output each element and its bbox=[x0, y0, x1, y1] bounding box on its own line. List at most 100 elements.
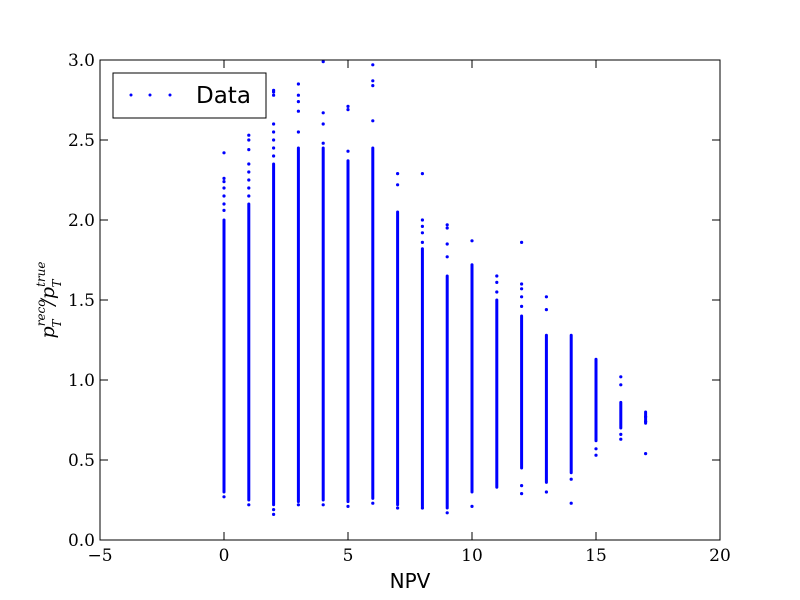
data-point bbox=[420, 231, 424, 235]
data-point bbox=[520, 492, 524, 496]
data-point bbox=[420, 218, 424, 222]
data-point bbox=[594, 447, 598, 451]
data-point bbox=[544, 490, 549, 494]
y-label-sup1: reco bbox=[34, 300, 48, 327]
legend-marker-dot bbox=[148, 93, 152, 97]
data-point bbox=[569, 477, 573, 481]
data-point bbox=[247, 170, 251, 174]
legend-marker bbox=[129, 93, 172, 97]
data-point bbox=[222, 151, 226, 155]
data-point bbox=[470, 504, 474, 508]
data-point bbox=[396, 183, 400, 187]
data-point bbox=[321, 141, 325, 145]
data-point bbox=[619, 375, 623, 379]
y-label-sub1: T bbox=[50, 319, 64, 328]
data-point bbox=[520, 240, 524, 244]
y-label-sup2: true bbox=[34, 262, 48, 287]
data-point bbox=[247, 133, 251, 137]
data-point bbox=[420, 224, 424, 228]
data-point bbox=[296, 82, 300, 86]
data-point bbox=[296, 93, 300, 97]
x-tick-label: 20 bbox=[709, 546, 731, 566]
y-tick-label: 0.0 bbox=[68, 531, 95, 551]
data-point bbox=[420, 172, 424, 176]
data-point bbox=[371, 119, 375, 123]
data-point bbox=[222, 495, 226, 499]
data-point bbox=[445, 511, 449, 515]
data-point bbox=[544, 308, 549, 312]
legend-marker-dot bbox=[168, 93, 172, 97]
data-point bbox=[321, 111, 325, 115]
data-point bbox=[520, 287, 524, 291]
y-tick-label: 2.0 bbox=[68, 211, 95, 231]
data-point bbox=[371, 63, 375, 67]
x-tick-label: 5 bbox=[343, 546, 354, 566]
y-label-p1: p bbox=[37, 326, 59, 338]
data-point bbox=[520, 304, 524, 308]
y-tick-label: 2.5 bbox=[68, 131, 95, 151]
data-point bbox=[247, 194, 251, 198]
data-point bbox=[619, 437, 623, 441]
data-point bbox=[346, 504, 350, 508]
data-point bbox=[296, 100, 300, 104]
data-point bbox=[371, 501, 375, 505]
data-point bbox=[272, 508, 276, 512]
data-point bbox=[272, 93, 276, 97]
data-point bbox=[247, 186, 251, 190]
x-tick-label: −5 bbox=[87, 546, 112, 566]
data-point bbox=[247, 138, 251, 142]
data-point bbox=[247, 162, 251, 166]
data-point bbox=[619, 432, 623, 436]
y-tick-label: 1.5 bbox=[68, 291, 95, 311]
data-point bbox=[222, 202, 226, 206]
data-point bbox=[296, 109, 300, 113]
data-point bbox=[296, 130, 300, 134]
plot-frame bbox=[99, 59, 721, 541]
data-point bbox=[247, 178, 251, 182]
y-label-slash: / bbox=[37, 297, 59, 307]
data-point bbox=[272, 512, 276, 517]
data-point bbox=[346, 108, 350, 112]
data-point bbox=[272, 130, 276, 134]
data-point bbox=[420, 240, 424, 244]
data-point bbox=[222, 176, 226, 180]
data-point bbox=[396, 506, 400, 510]
data-point bbox=[644, 420, 648, 424]
data-point bbox=[222, 180, 226, 184]
data-point bbox=[222, 208, 226, 212]
y-tick-label: 1.0 bbox=[68, 371, 95, 391]
y-tick-label: 0.5 bbox=[68, 451, 95, 471]
data-point bbox=[495, 280, 499, 284]
x-axis-label: NPV bbox=[390, 569, 431, 593]
data-point bbox=[222, 186, 226, 190]
data-point bbox=[495, 274, 499, 278]
data-point bbox=[619, 383, 623, 387]
data-point bbox=[371, 84, 375, 88]
y-label-sub2: T bbox=[50, 279, 64, 288]
tick-labels: −5 0 5 10 15 20 0.0 0.5 1.0 1.5 2.0 2.5 3.0 bbox=[68, 51, 731, 566]
data-point bbox=[445, 255, 449, 259]
data-point bbox=[321, 60, 325, 64]
data-point bbox=[594, 453, 598, 457]
data-point bbox=[445, 242, 449, 246]
legend-marker-dot bbox=[129, 93, 133, 97]
data-point bbox=[396, 172, 400, 176]
data-point bbox=[544, 295, 549, 299]
data-points bbox=[222, 60, 648, 517]
data-point bbox=[644, 415, 648, 419]
data-point bbox=[321, 503, 325, 507]
data-point bbox=[346, 149, 350, 153]
data-point bbox=[247, 503, 251, 507]
y-tick-label: 3.0 bbox=[68, 51, 95, 71]
data-point bbox=[272, 138, 276, 142]
data-point bbox=[445, 223, 449, 227]
data-point bbox=[272, 88, 276, 92]
data-point bbox=[470, 239, 474, 243]
data-point bbox=[445, 226, 449, 230]
y-label-p2: p bbox=[37, 287, 59, 299]
data-point bbox=[520, 295, 524, 299]
y-axis-label: preco T/ptrue T bbox=[34, 262, 64, 339]
data-point bbox=[371, 79, 375, 83]
